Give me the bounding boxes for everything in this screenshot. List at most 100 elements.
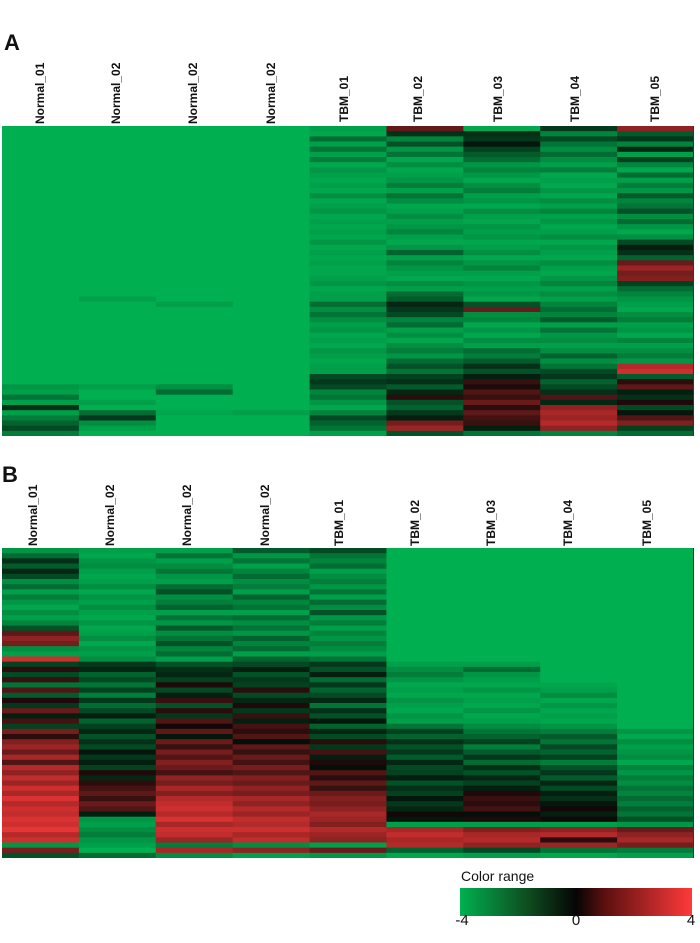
- column-label: TBM_02: [411, 75, 425, 122]
- heatmap-cell: [540, 286, 618, 292]
- heatmap-cell: [617, 558, 694, 565]
- heatmap-cell: [463, 568, 541, 575]
- heatmap-cell: [155, 291, 234, 298]
- heatmap-cell: [2, 584, 80, 590]
- heatmap-cell: [2, 301, 80, 308]
- heatmap-cell: [463, 239, 541, 246]
- heatmap-cell: [78, 136, 157, 143]
- heatmap-cell: [155, 379, 234, 385]
- heatmap-cell: [463, 213, 541, 220]
- heatmap-cell: [309, 327, 388, 334]
- heatmap-cell: [386, 785, 464, 792]
- heatmap-cell: [386, 126, 464, 132]
- heatmap-cell: [540, 796, 618, 802]
- heatmap-cell: [155, 136, 234, 143]
- heatmap-cell: [540, 656, 618, 663]
- heatmap-cell: [78, 234, 157, 241]
- heatmap-cell: [463, 687, 541, 694]
- heatmap-cell: [617, 405, 694, 411]
- heatmap-cell: [155, 661, 234, 668]
- heatmap-cell: [2, 219, 80, 225]
- heatmap-cell: [540, 563, 618, 570]
- heatmap-cell: [232, 425, 311, 432]
- heatmap-cell: [463, 399, 541, 406]
- heatmap-cell: [309, 568, 388, 575]
- heatmap-cell: [386, 332, 464, 339]
- heatmap-cell: [2, 182, 80, 189]
- panel-b-letter: B: [2, 462, 18, 487]
- heatmap-cell: [155, 332, 234, 339]
- heatmap-cell: [2, 599, 80, 606]
- heatmap-cell: [155, 589, 234, 596]
- heatmap-cell: [617, 420, 694, 427]
- heatmap-cell: [155, 728, 234, 735]
- heatmap-cell: [155, 584, 234, 590]
- heatmap-cell: [386, 796, 464, 802]
- heatmap-cell: [232, 589, 311, 596]
- heatmap-cell: [232, 697, 311, 704]
- heatmap-cell: [78, 558, 157, 565]
- heatmap-cell: [540, 244, 618, 251]
- heatmap-cell: [2, 558, 80, 565]
- heatmap-cell: [2, 713, 80, 720]
- heatmap-cell: [78, 708, 157, 714]
- heatmap-cell: [232, 847, 311, 854]
- heatmap-cell: [232, 126, 311, 132]
- heatmap-cell: [2, 687, 80, 694]
- heatmap-cell: [309, 234, 388, 241]
- heatmap-cell: [232, 759, 311, 766]
- heatmap-cell: [617, 599, 694, 606]
- heatmap-cell: [155, 744, 234, 751]
- heatmap-cell: [386, 281, 464, 287]
- heatmap-cell: [386, 744, 464, 751]
- heatmap-cell: [617, 754, 694, 761]
- heatmap-cell: [540, 327, 618, 334]
- heatmap-cell: [540, 765, 618, 771]
- heatmap-cell: [232, 630, 311, 637]
- heatmap-cell: [155, 775, 234, 782]
- heatmap-cell: [540, 682, 618, 689]
- heatmap-cell: [2, 573, 80, 580]
- heatmap-cell: [617, 718, 694, 725]
- heatmap-cell: [78, 677, 157, 683]
- heatmap-cell: [540, 275, 618, 282]
- heatmap-cell: [463, 703, 541, 709]
- heatmap-cell: [155, 666, 234, 673]
- heatmap-cell: [617, 682, 694, 689]
- heatmap-cell: [155, 708, 234, 714]
- legend-max-label: 4: [686, 912, 696, 929]
- heatmap-cell: [540, 141, 618, 148]
- heatmap-cell: [617, 332, 694, 339]
- heatmap-cell: [155, 759, 234, 766]
- heatmap-cell: [232, 358, 311, 365]
- heatmap-cell: [232, 687, 311, 694]
- heatmap-cell: [617, 687, 694, 694]
- heatmap-cell: [155, 847, 234, 854]
- heatmap-cell: [155, 703, 234, 709]
- heatmap-cell: [309, 291, 388, 298]
- heatmap-cell: [617, 656, 694, 663]
- heatmap-cell: [309, 677, 388, 683]
- heatmap-cell: [155, 213, 234, 220]
- heatmap-cell: [2, 847, 80, 854]
- heatmap-cell: [78, 250, 157, 256]
- heatmap-cell: [386, 687, 464, 694]
- heatmap-cell: [617, 337, 694, 344]
- heatmap-cell: [617, 260, 694, 267]
- heatmap-cell: [463, 410, 541, 416]
- heatmap-cell: [2, 697, 80, 704]
- heatmap-cell: [309, 651, 388, 658]
- heatmap-cell: [617, 322, 694, 329]
- heatmap-cell: [309, 384, 388, 391]
- heatmap-cell: [155, 219, 234, 225]
- heatmap-cell: [540, 188, 618, 194]
- heatmap-cell: [155, 126, 234, 132]
- heatmap-cell: [540, 126, 618, 132]
- heatmap-cell: [309, 219, 388, 225]
- heatmap-cell: [540, 224, 618, 230]
- heatmap-cell: [617, 827, 694, 833]
- heatmap-cell: [2, 281, 80, 287]
- heatmap-cell: [386, 172, 464, 179]
- heatmap-cell: [232, 728, 311, 735]
- heatmap-cell: [2, 151, 80, 158]
